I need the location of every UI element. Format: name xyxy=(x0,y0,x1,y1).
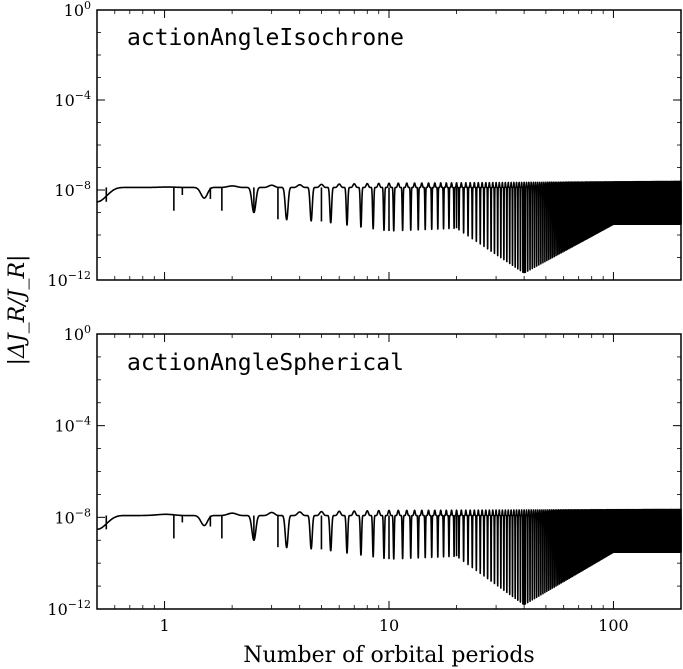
y-tick-label: 100 xyxy=(64,0,91,20)
bottom-panel: 100 10−4 10−8 10−12 actionAngleSpherical xyxy=(47,323,682,619)
y-tick-label: 10−8 xyxy=(54,179,91,200)
y-tick-label: 10−4 xyxy=(54,89,91,110)
x-tick-labels: 1 10 100 xyxy=(159,616,628,635)
bottom-series-group xyxy=(96,508,682,605)
bottom-ticks-group: 100 10−4 10−8 10−12 xyxy=(47,323,681,619)
bottom-panel-label: actionAngleSpherical xyxy=(127,350,404,376)
x-axis-label: Number of orbital periods xyxy=(243,643,534,668)
y-axis-label: |ΔJ_R/J_R| xyxy=(5,255,30,366)
y-tick-label: 10−8 xyxy=(54,506,91,527)
series-line-actionAngleIsochrone xyxy=(96,180,682,274)
top-panel-label: actionAngleIsochrone xyxy=(127,25,404,51)
top-series-group xyxy=(96,180,682,274)
top-panel: 100 10−4 10−8 10−12 actionAngleIsochrone xyxy=(47,0,682,290)
x-tick-label: 1 xyxy=(159,616,169,635)
y-tick-label: 10−4 xyxy=(54,415,91,436)
top-ticks-group: 100 10−4 10−8 10−12 xyxy=(47,0,681,290)
y-tick-label: 10−12 xyxy=(47,269,91,290)
series-line-actionAngleSpherical xyxy=(96,508,682,605)
x-tick-label: 100 xyxy=(598,616,629,635)
y-tick-label: 100 xyxy=(64,323,91,344)
x-tick-label: 10 xyxy=(379,616,399,635)
y-tick-label: 10−12 xyxy=(47,598,91,619)
